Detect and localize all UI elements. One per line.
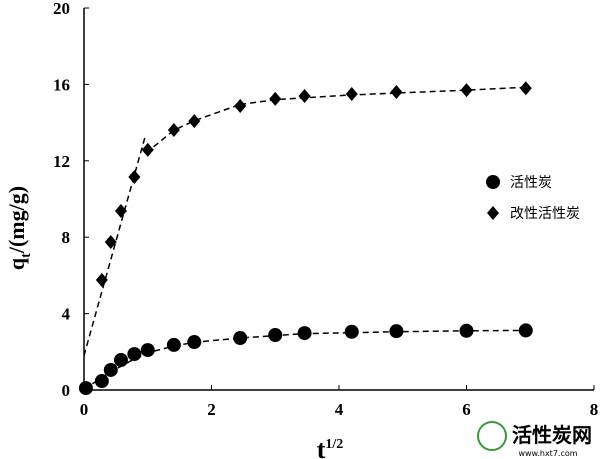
y-label-rest: /(mg/g) [4, 186, 29, 254]
point [389, 324, 404, 339]
point [459, 323, 474, 338]
x-tick-label: 6 [462, 400, 471, 419]
point [234, 98, 247, 113]
point [94, 374, 109, 389]
point [114, 204, 127, 219]
point [298, 89, 311, 104]
point [78, 381, 93, 396]
point [297, 326, 312, 341]
point [140, 343, 155, 358]
y-tick-label: 0 [62, 381, 71, 400]
point [167, 123, 180, 138]
legend-label: 活性炭 [510, 175, 552, 191]
point [460, 83, 473, 98]
point [269, 91, 282, 106]
x-tick-label: 4 [335, 400, 344, 419]
y-label-sub: t [19, 253, 34, 258]
x-tick-label: 8 [590, 400, 599, 419]
point [233, 331, 248, 346]
y-label-main: q [4, 257, 29, 270]
point [344, 324, 359, 339]
y-tick-label: 16 [53, 75, 70, 94]
point [188, 114, 201, 129]
y-axis-label: qt/(mg/g) [4, 186, 34, 270]
x-label-sup: 1/2 [325, 437, 343, 452]
point [187, 335, 202, 350]
point [166, 337, 181, 352]
x-tick-label: 2 [207, 400, 216, 419]
fit-line [83, 133, 147, 356]
point [128, 170, 141, 185]
y-tick-label: 12 [53, 152, 70, 171]
point [95, 272, 108, 287]
point [518, 323, 533, 338]
point [103, 362, 118, 377]
point [141, 142, 154, 157]
point [113, 353, 128, 368]
x-axis-label: t1/2 [317, 435, 344, 459]
point [104, 234, 117, 249]
legend-label: 改性活性炭 [510, 206, 580, 222]
x-tick-label: 0 [80, 400, 89, 419]
fit-line [240, 86, 526, 106]
legend-marker [486, 175, 500, 189]
point [345, 86, 358, 101]
point [268, 327, 283, 342]
fit-line [145, 103, 241, 154]
y-tick-label: 20 [53, 0, 70, 18]
x-label-main: t [317, 435, 326, 459]
watermark-title: 活性炭网 [512, 423, 592, 447]
y-tick-label: 4 [62, 305, 71, 324]
point [519, 81, 532, 96]
legend-marker [487, 206, 499, 220]
point [390, 85, 403, 100]
watermark-url: www.hxt7.com [518, 449, 577, 458]
watermark: 活性炭网 www.hxt7.com [477, 421, 592, 458]
y-tick-label: 8 [62, 228, 71, 247]
watermark-logo [477, 421, 507, 451]
point [127, 347, 142, 362]
